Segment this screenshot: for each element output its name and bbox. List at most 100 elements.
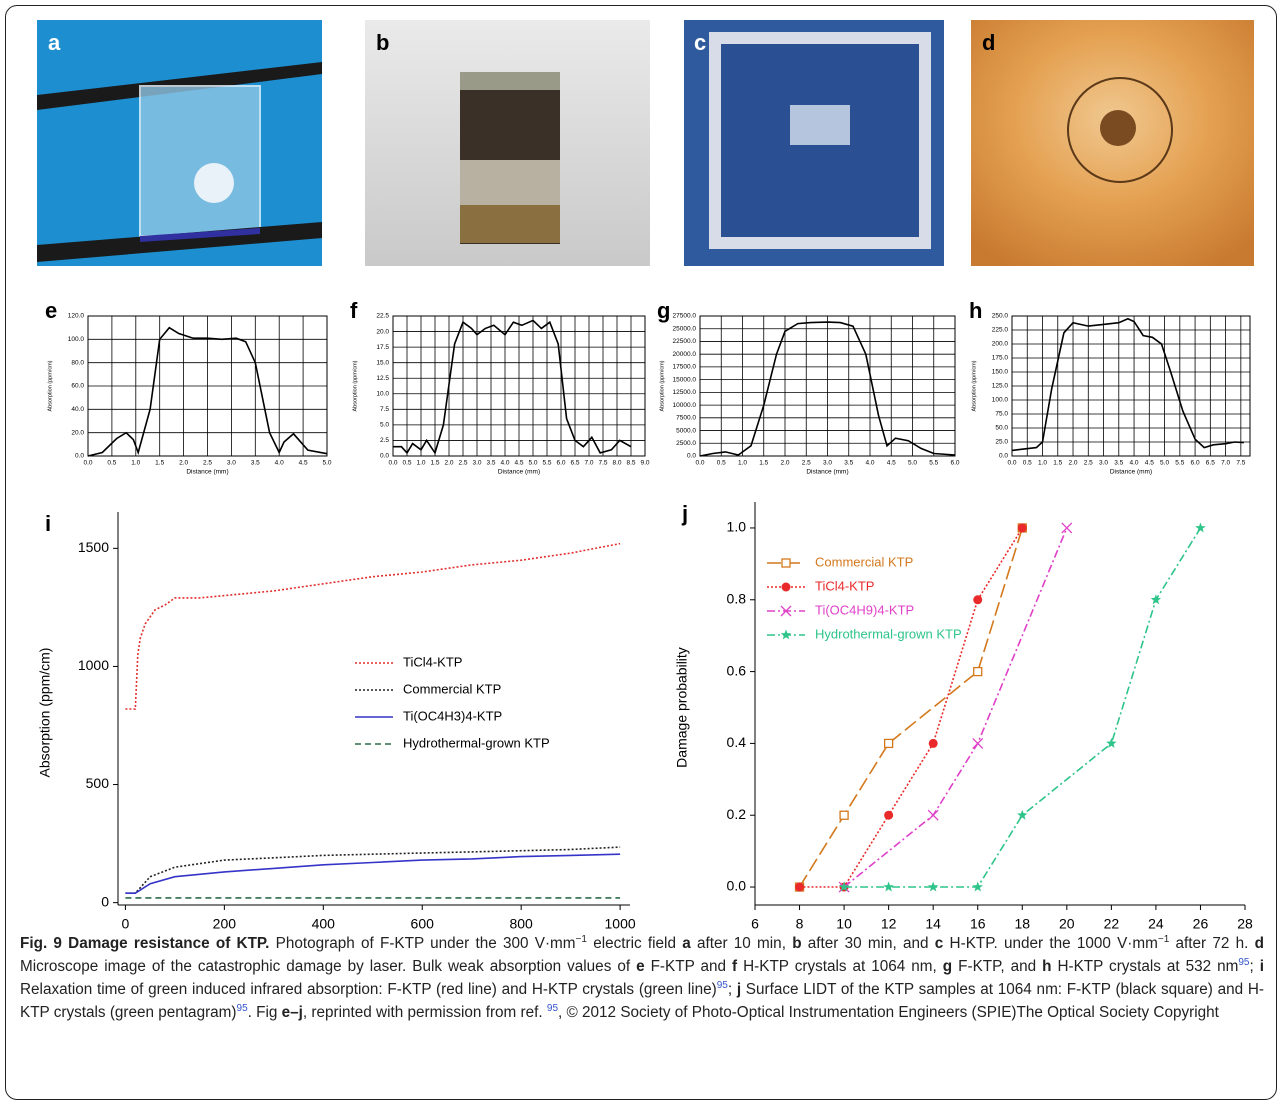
series-line — [1011, 317, 1244, 452]
x-tick-label: 1.5 — [430, 460, 439, 467]
x-tick-label: 2.0 — [444, 460, 453, 467]
x-tick-label: 1.5 — [759, 460, 768, 467]
x-tick-label: 1.0 — [131, 460, 140, 467]
x-tick-label: 0.5 — [402, 460, 411, 467]
marker — [781, 582, 791, 592]
chart: g 0.0 0.5 1.0 1.5 2.0 2.5 3.0 3.5 4.0 4.5 5.0 5.5 6.0… — [657, 298, 960, 476]
y-tick-label: 25.0 — [995, 439, 1008, 446]
x-tick-label: 9.0 — [640, 460, 649, 467]
x-tick-label: 2.5 — [1084, 460, 1093, 467]
panel-label: g — [657, 298, 670, 323]
caption-text: , reprinted with permission from ref. — [302, 1004, 547, 1021]
x-tick-label: 8 — [796, 916, 804, 930]
y-tick-label: 25000.0 — [673, 325, 697, 332]
marker — [1106, 737, 1117, 748]
caption-text: H-KTP crystals at 532 nm — [1051, 958, 1239, 975]
marker — [972, 737, 984, 749]
x-axis-title: Distance (mm) — [1110, 469, 1152, 476]
y-tick-label: 200.0 — [992, 341, 1009, 348]
caption-text: g — [942, 958, 953, 975]
y-tick-label: 0.2 — [727, 806, 747, 822]
series-line — [393, 319, 632, 455]
marker — [1017, 809, 1028, 820]
photo-c: c — [684, 20, 944, 266]
y-tick-label: 100.0 — [68, 336, 85, 343]
x-tick-label: 0.0 — [388, 460, 397, 467]
y-tick-label: 0.6 — [727, 662, 747, 678]
x-tick-label: 20 — [1059, 916, 1075, 930]
y-tick-label: 40.0 — [71, 406, 84, 413]
series-line — [125, 846, 621, 894]
caption-text: −1 — [575, 933, 587, 945]
y-tick-label: 5.0 — [380, 422, 389, 429]
x-tick-label: 2.0 — [179, 460, 188, 467]
y-tick-label: 20.0 — [71, 429, 84, 436]
y-tick-label: 175.0 — [992, 355, 1009, 362]
caption-text: H-KTP crystals at 1064 nm, — [737, 958, 943, 975]
x-tick-label: 6.5 — [1206, 460, 1215, 467]
x-axis-title: Distance (mm) — [498, 469, 540, 476]
x-tick-label: 7.5 — [598, 460, 607, 467]
chart: e 0.0 0.5 1.0 1.5 2.0 2.5 3.0 3.5 4.0 4.5 5.0 0.0 20.… — [45, 298, 332, 476]
legend-label: Hydrothermal-grown KTP — [815, 626, 962, 641]
x-tick-label: 28 — [1237, 916, 1253, 930]
panel-label: e — [45, 298, 57, 323]
panel-label: h — [969, 298, 982, 323]
caption-text: c — [934, 935, 944, 952]
x-tick-label: 7.5 — [1236, 460, 1245, 467]
x-tick-label: 4.0 — [1130, 460, 1139, 467]
reference-link[interactable]: 95 — [546, 1002, 559, 1014]
superscript: −1 — [576, 934, 587, 945]
legend-label: Commercial KTP — [815, 554, 913, 569]
x-tick-label: 3.5 — [486, 460, 495, 467]
x-tick-label: 8.5 — [626, 460, 635, 467]
x-tick-label: 6 — [751, 916, 759, 930]
x-tick-label: 4.5 — [299, 460, 308, 467]
caption-text: H-KTP. under the 1000 V·mm — [943, 935, 1158, 952]
superscript: 95 — [1238, 957, 1249, 968]
caption-text: f — [732, 958, 738, 975]
x-tick-label: 4.0 — [500, 460, 509, 467]
y-tick-label: 0.4 — [727, 734, 747, 750]
x-tick-label: 5.0 — [528, 460, 537, 467]
x-tick-label: 1.0 — [1038, 460, 1047, 467]
reference-link[interactable]: 95 — [716, 979, 728, 991]
marker — [1195, 522, 1206, 533]
x-tick-label: 7.0 — [1221, 460, 1230, 467]
y-tick-label: 120.0 — [68, 313, 85, 320]
y-tick-label: 50.0 — [995, 425, 1008, 432]
caption-text: F-KTP, and — [952, 958, 1043, 975]
y-tick-label: 5000.0 — [676, 427, 696, 434]
marker — [928, 738, 938, 748]
x-tick-label: 0 — [122, 916, 130, 930]
y-tick-label: 10.0 — [376, 390, 389, 397]
y-tick-label: 225.0 — [992, 327, 1009, 334]
panel-label: i — [45, 511, 51, 536]
caption-text: j — [736, 981, 742, 998]
x-axis-title: Distance (mm) — [186, 469, 228, 476]
y-tick-label: 2.5 — [380, 437, 389, 444]
caption-text: a — [682, 935, 691, 952]
y-tick-label: 0.0 — [727, 878, 747, 894]
y-axis-title: Absorption (ppm/cm) — [659, 360, 665, 411]
y-tick-label: 500 — [86, 775, 110, 791]
panel-label: d — [982, 30, 995, 55]
marker — [883, 738, 894, 749]
x-tick-label: 16 — [970, 916, 986, 930]
caption-text: ; — [727, 981, 737, 998]
caption-text: Photograph of F-KTP under the 300 V·mm — [269, 935, 576, 952]
y-tick-label: 80.0 — [71, 359, 84, 366]
legend-label: TiCl4-KTP — [403, 654, 462, 669]
x-tick-label: 4.0 — [275, 460, 284, 467]
x-tick-label: 4.5 — [887, 460, 896, 467]
x-tick-label: 400 — [312, 916, 336, 930]
marker — [884, 810, 894, 820]
reference-link[interactable]: 95 — [236, 1002, 248, 1014]
caption-text: b — [792, 935, 802, 952]
y-tick-label: 0 — [101, 893, 109, 909]
x-tick-label: 5.5 — [1175, 460, 1184, 467]
reference-link[interactable]: 95 — [1238, 956, 1250, 968]
panel-label: a — [48, 30, 61, 55]
caption-text: ; — [1249, 958, 1260, 975]
caption-text: d — [1254, 935, 1264, 952]
